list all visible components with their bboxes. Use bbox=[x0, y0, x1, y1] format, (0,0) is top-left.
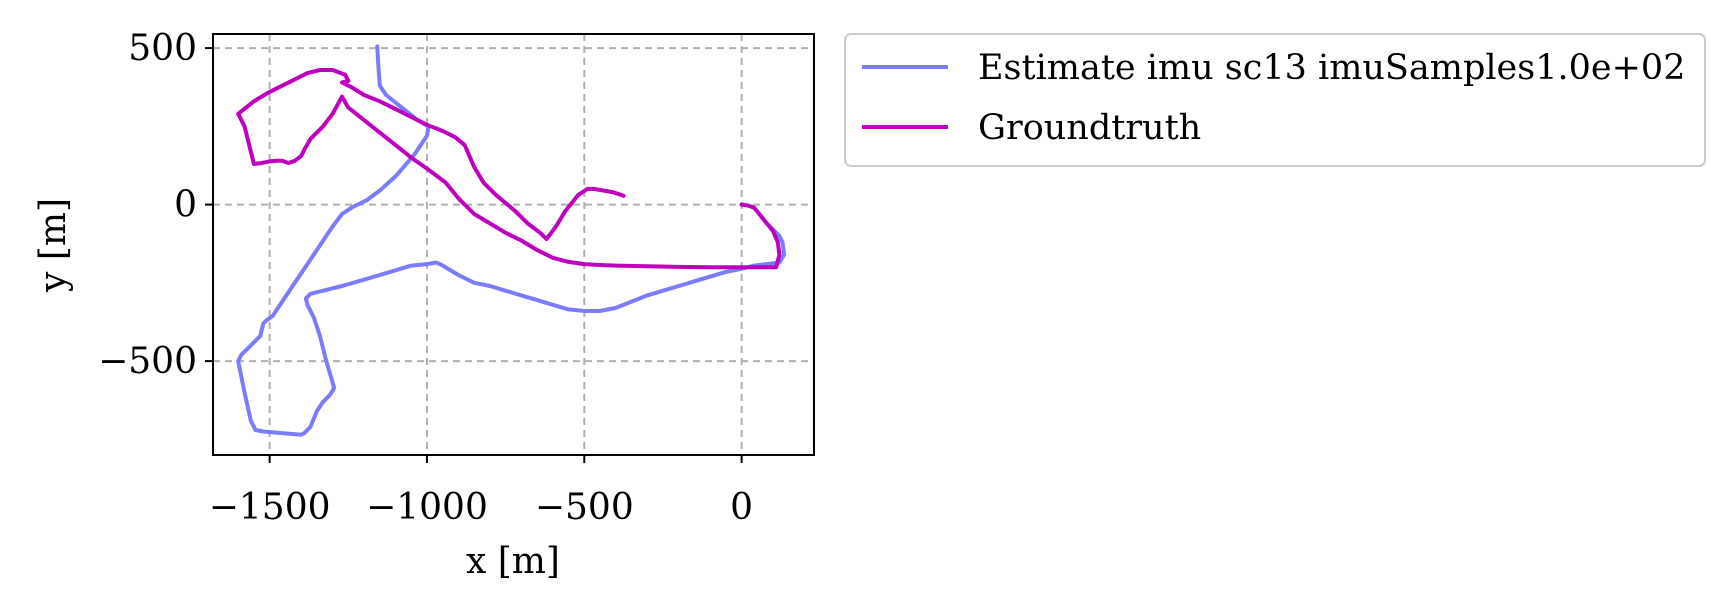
y-tick-label: 500 bbox=[128, 28, 197, 69]
x-axis-label: x [m] bbox=[466, 541, 560, 582]
legend-label-estimate: Estimate imu sc13 imuSamples1.0e+02 bbox=[978, 48, 1685, 88]
y-tick-label: 0 bbox=[174, 185, 197, 226]
series-layer bbox=[236, 44, 787, 437]
y-tick-label: −500 bbox=[98, 341, 197, 382]
ticks: −1500 −1000 −500 0 −500 0 500 bbox=[98, 28, 753, 528]
legend: Estimate imu sc13 imuSamples1.0e+02 Grou… bbox=[844, 33, 1706, 167]
legend-label-groundtruth: Groundtruth bbox=[978, 108, 1201, 148]
x-tick-label: 0 bbox=[730, 487, 753, 528]
x-tick-label: −1000 bbox=[366, 487, 488, 528]
y-axis-label: y [m] bbox=[33, 198, 74, 293]
grid bbox=[213, 34, 814, 455]
x-tick-label: −1500 bbox=[209, 487, 331, 528]
estimate-trajectory-line bbox=[236, 44, 787, 437]
plot-frame bbox=[212, 33, 815, 456]
groundtruth-trajectory-line bbox=[236, 68, 782, 270]
legend-box bbox=[844, 33, 1706, 167]
x-tick-label: −500 bbox=[535, 487, 634, 528]
